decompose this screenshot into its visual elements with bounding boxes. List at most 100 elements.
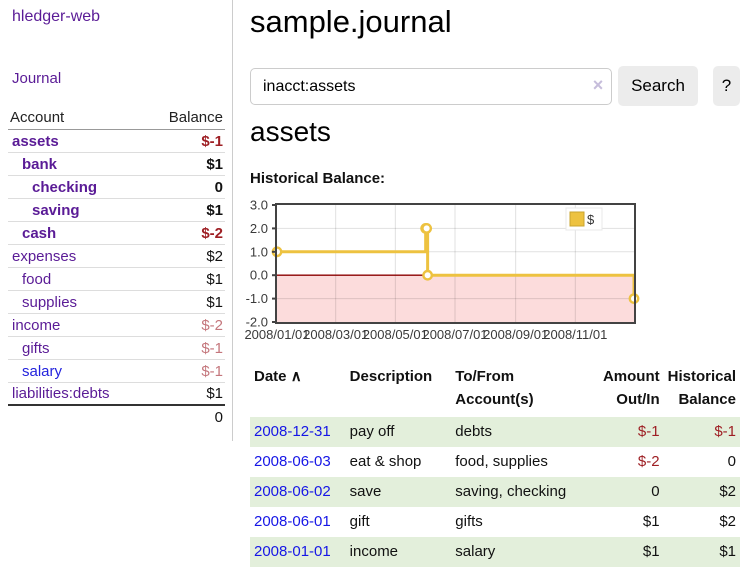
transaction-description: gift [346, 507, 452, 537]
chart-title: Historical Balance: [250, 170, 385, 187]
search-button[interactable]: Search [618, 66, 698, 106]
account-link[interactable]: gifts [8, 340, 50, 357]
column-header-accounts[interactable]: To/From Account(s) [451, 362, 592, 417]
transaction-amount: $1 [592, 507, 664, 537]
account-balance: $1 [206, 271, 223, 288]
account-row: gifts $-1 [8, 337, 225, 360]
transaction-date-link[interactable]: 2008-12-31 [254, 423, 331, 440]
transaction-balance: $-1 [664, 417, 740, 447]
account-link[interactable]: food [8, 271, 51, 288]
account-page-title: assets [250, 116, 331, 148]
date-header-label: Date [254, 368, 287, 385]
account-balance: $-2 [201, 317, 223, 334]
account-row: checking 0 [8, 176, 225, 199]
account-link[interactable]: bank [8, 156, 57, 173]
account-balance: $-1 [201, 133, 223, 150]
transaction-row: 2008-06-02 save saving, checking 0 $2 [250, 477, 740, 507]
transaction-balance: 0 [664, 447, 740, 477]
accounts-header-balance: Balance [169, 109, 223, 126]
column-header-description[interactable]: Description [346, 362, 452, 417]
search-bar: × Search ? [250, 66, 742, 106]
account-balance: $2 [206, 248, 223, 265]
svg-text:2008/07/01: 2008/07/01 [422, 327, 487, 342]
transaction-accounts: debts [451, 417, 592, 447]
account-row: income $-2 [8, 314, 225, 337]
account-link[interactable]: salary [8, 363, 62, 380]
svg-text:$: $ [587, 212, 595, 227]
transaction-amount: $-1 [592, 417, 664, 447]
transaction-balance: $1 [664, 537, 740, 567]
accounts-table: Account Balance assets $-1 bank $1 check… [8, 106, 225, 429]
account-link[interactable]: saving [8, 202, 80, 219]
transaction-balance: $2 [664, 507, 740, 537]
transaction-accounts: gifts [451, 507, 592, 537]
historical-balance-chart: $3.02.01.00.0-1.0-2.02008/01/012008/03/0… [240, 200, 742, 348]
transaction-amount: $-2 [592, 447, 664, 477]
transaction-date-link[interactable]: 2008-06-02 [254, 483, 331, 500]
account-balance: $1 [206, 202, 223, 219]
page-title: sample.journal [250, 4, 452, 40]
sidebar-item-journal[interactable]: Journal [12, 70, 61, 87]
account-row: cash $-2 [8, 222, 225, 245]
transaction-amount: 0 [592, 477, 664, 507]
account-link[interactable]: income [8, 317, 60, 334]
account-balance: 0 [215, 179, 223, 196]
account-link[interactable]: assets [8, 133, 59, 150]
accounts-header-account: Account [10, 109, 64, 126]
transaction-date-link[interactable]: 2008-06-03 [254, 453, 331, 470]
sidebar: hledger-web Journal Account Balance asse… [0, 0, 233, 441]
account-row: expenses $2 [8, 245, 225, 268]
transaction-date-link[interactable]: 2008-06-01 [254, 513, 331, 530]
svg-text:2008/09/01: 2008/09/01 [483, 327, 548, 342]
transaction-accounts: salary [451, 537, 592, 567]
account-link[interactable]: expenses [8, 248, 76, 265]
account-link[interactable]: liabilities:debts [8, 385, 110, 402]
transaction-row: 2008-01-01 income salary $1 $1 [250, 537, 740, 567]
svg-text:1.0: 1.0 [250, 244, 268, 259]
account-balance: $-1 [201, 363, 223, 380]
clear-search-icon[interactable]: × [588, 75, 608, 95]
help-button[interactable]: ? [713, 66, 740, 106]
svg-text:2008/11/01: 2008/11/01 [543, 327, 607, 342]
transaction-description: pay off [346, 417, 452, 447]
transaction-date-link[interactable]: 2008-01-01 [254, 543, 331, 560]
transaction-balance: $2 [664, 477, 740, 507]
account-balance: $1 [206, 385, 223, 402]
account-row: saving $1 [8, 199, 225, 222]
sort-ascending-icon: ∧ [291, 368, 302, 385]
account-balance: $-1 [201, 340, 223, 357]
transaction-description: save [346, 477, 452, 507]
search-input[interactable] [250, 68, 612, 105]
account-row: food $1 [8, 268, 225, 291]
svg-text:2008/03/01: 2008/03/01 [303, 327, 368, 342]
svg-text:2008/01/01: 2008/01/01 [244, 327, 309, 342]
svg-text:-1.0: -1.0 [246, 291, 268, 306]
account-link[interactable]: checking [8, 179, 97, 196]
account-row: bank $1 [8, 153, 225, 176]
account-row: assets $-1 [8, 130, 225, 153]
account-balance: $1 [206, 156, 223, 173]
account-link[interactable]: supplies [8, 294, 77, 311]
svg-text:2008/05/01: 2008/05/01 [363, 327, 428, 342]
app-title-link[interactable]: hledger-web [12, 8, 100, 26]
transactions-header-row: Date ∧ Description To/From Account(s) Am… [250, 362, 740, 417]
svg-text:3.0: 3.0 [250, 200, 268, 213]
accounts-table-header: Account Balance [8, 106, 225, 130]
account-row: supplies $1 [8, 291, 225, 314]
column-header-balance[interactable]: Historical Balance [664, 362, 740, 417]
transaction-accounts: food, supplies [451, 447, 592, 477]
transaction-description: eat & shop [346, 447, 452, 477]
account-link[interactable]: cash [8, 225, 56, 242]
column-header-amount[interactable]: Amount Out/In [592, 362, 664, 417]
transaction-row: 2008-06-01 gift gifts $1 $2 [250, 507, 740, 537]
transaction-row: 2008-06-03 eat & shop food, supplies $-2… [250, 447, 740, 477]
transaction-amount: $1 [592, 537, 664, 567]
accounts-total-value: 0 [215, 409, 223, 426]
account-balance: $-2 [201, 225, 223, 242]
svg-text:0.0: 0.0 [250, 268, 268, 283]
column-header-date[interactable]: Date ∧ [250, 362, 346, 417]
account-balance: $1 [206, 294, 223, 311]
account-row: liabilities:debts $1 [8, 383, 225, 406]
svg-text:2.0: 2.0 [250, 221, 268, 236]
transactions-table: Date ∧ Description To/From Account(s) Am… [250, 362, 740, 567]
